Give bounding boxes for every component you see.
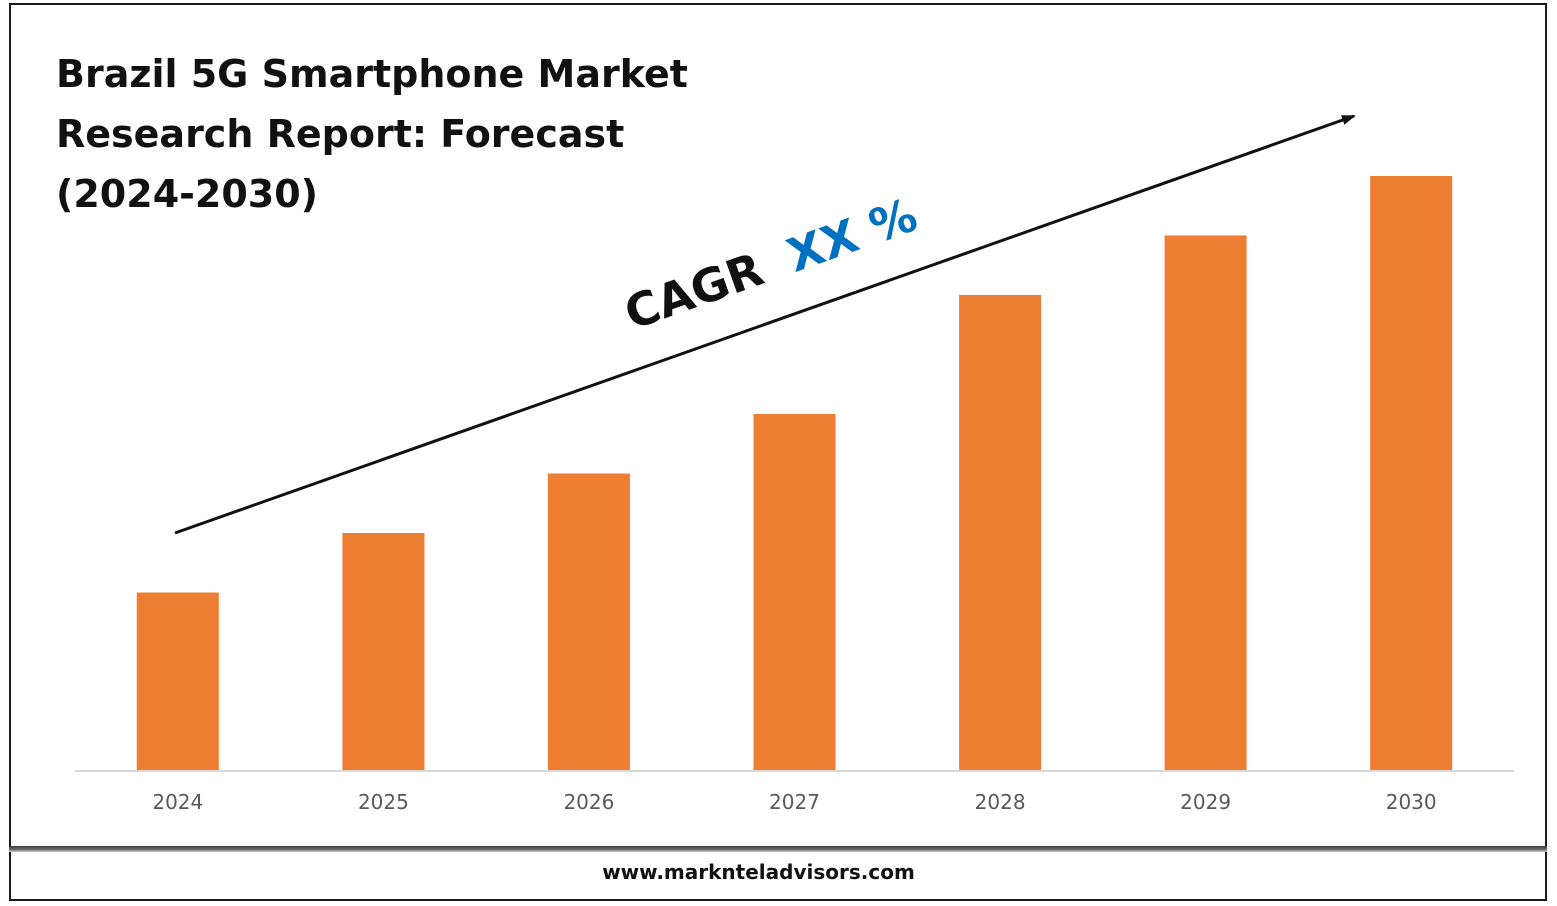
cagr-value: XX %	[780, 187, 923, 282]
bar-2025	[342, 533, 425, 771]
bar-2028	[959, 295, 1042, 771]
growth-trend-arrow	[174, 114, 1356, 535]
chart-title: Brazil 5G Smartphone Market Research Rep…	[56, 52, 688, 216]
bar-series	[136, 176, 1453, 771]
footer-website[interactable]: www.marknteladvisors.com	[602, 860, 915, 884]
x-tick-label-2026: 2026	[563, 790, 614, 814]
x-tick-label-2028: 2028	[975, 790, 1026, 814]
footer-divider	[9, 846, 1547, 852]
x-tick-label-2025: 2025	[358, 790, 409, 814]
cagr-annotation: CAGR XX %	[618, 187, 924, 340]
x-tick-label-2030: 2030	[1386, 790, 1437, 814]
x-tick-label-2024: 2024	[152, 790, 203, 814]
bar-2027	[753, 414, 836, 771]
bar-2030	[1370, 176, 1453, 771]
bar-2024	[136, 592, 219, 771]
x-tick-label-2027: 2027	[769, 790, 820, 814]
cagr-label: CAGR	[618, 242, 770, 340]
bar-2026	[547, 473, 630, 771]
x-tick-label-2029: 2029	[1180, 790, 1231, 814]
x-axis-tick-labels: 2024 2025 2026 2027 2028 2029 2030	[152, 790, 1436, 814]
bar-2029	[1164, 235, 1247, 771]
